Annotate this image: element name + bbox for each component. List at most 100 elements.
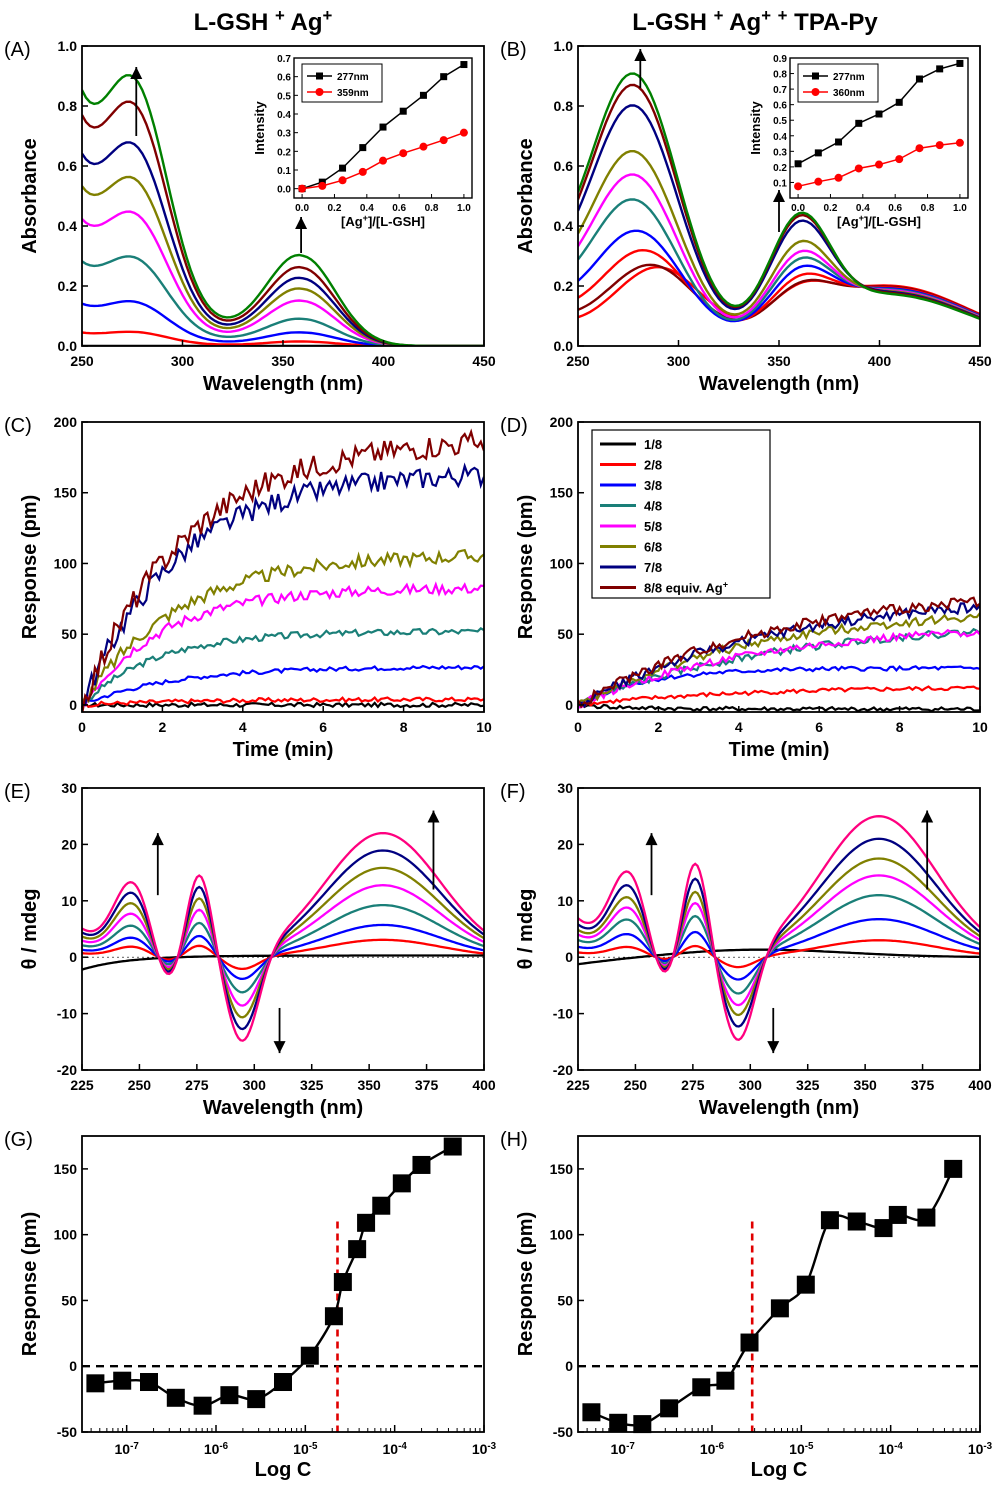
panel-h-log-concentration-chart: -50 0 50 100 150 10-7 10-6 10-5 10-4 10-3 Log C Res…: [500, 1129, 993, 1481]
inset-marker-circle: [834, 173, 843, 182]
arrow-head: [151, 833, 164, 846]
x-tick-label: 10-7: [611, 1441, 636, 1458]
inset-y-tick-label: 0.9: [773, 54, 787, 65]
data-point: [324, 1307, 343, 1326]
y-tick-label: -20: [57, 1062, 77, 1078]
response-line: [82, 695, 484, 708]
inset-y-tick-label: 0.3: [773, 147, 787, 158]
y-tick-label: 0: [69, 949, 77, 965]
x-tick-label: 250: [624, 1077, 648, 1093]
y-axis-title: θ / mdeg: [19, 889, 41, 970]
x-tick-label: 2: [159, 719, 167, 735]
y-tick-label: 10: [557, 893, 573, 909]
response-line: [82, 627, 484, 709]
x-tick-label: 250: [566, 353, 590, 369]
inset-y-tick-label: 0.8: [773, 70, 787, 81]
inset-x-tick-label: 0.2: [824, 203, 838, 214]
data-point: [220, 1386, 239, 1405]
x-tick-label: 300: [739, 1077, 763, 1093]
data-point: [113, 1371, 132, 1390]
data-point: [660, 1399, 679, 1418]
arrow-head: [634, 49, 647, 61]
inset-y-tick-label: 0.7: [773, 85, 787, 96]
panel-label: (B): [500, 39, 527, 61]
spectrum-line: [578, 72, 980, 321]
y-tick-label: 200: [550, 414, 574, 430]
inset-x-tick-label: 0.6: [888, 203, 902, 214]
x-tick-label: 300: [667, 353, 691, 369]
data-point: [847, 1212, 866, 1231]
inset-marker-circle: [439, 136, 448, 145]
response-line: [82, 548, 484, 704]
inset-marker-circle: [379, 156, 387, 165]
panel-d-response-time-chart: 0 50 100 150 200 0 2 4 6 8 10 Time (min) Response (p…: [500, 414, 988, 761]
inset-legend-box: [301, 63, 383, 103]
x-tick-label: 300: [243, 1077, 267, 1093]
x-tick-label: 10-3: [472, 1441, 497, 1458]
inset-chart: 0.1 0.2 0.3 0.4 0.5 0.6 0.7 0.8 0.9 0.0 0.2 0.4 0.6 0…: [748, 54, 969, 229]
arrow-head: [273, 1041, 286, 1054]
x-axis-title: Log C: [751, 1459, 808, 1481]
x-axis-title: Wavelength (nm): [203, 373, 363, 395]
inset-x-tick-label: 0.6: [392, 203, 406, 214]
data-point: [443, 1137, 462, 1156]
response-line: [82, 701, 484, 709]
legend-label: 7/8: [644, 560, 662, 575]
x-axis-title: Time (min): [233, 739, 334, 761]
data-point: [247, 1390, 266, 1409]
x-axis-title: Wavelength (nm): [699, 1097, 859, 1119]
arrow-head: [773, 190, 785, 202]
data-point: [333, 1273, 352, 1292]
x-tick-label: 10-6: [204, 1441, 229, 1458]
inset-legend-label: 277nm: [833, 72, 865, 83]
data-point: [300, 1346, 319, 1365]
data-point: [193, 1396, 212, 1415]
x-tick-label: 225: [566, 1077, 590, 1093]
x-tick-label: 2: [655, 719, 663, 735]
cd-spectrum-line: [578, 815, 980, 1042]
x-tick-label: 400: [968, 1077, 992, 1093]
arrow-head: [767, 1041, 780, 1054]
x-tick-label: 10-4: [383, 1441, 408, 1458]
x-tick-label: 275: [681, 1077, 705, 1093]
plot-frame: [81, 787, 485, 1071]
column-title-left: L-GSH + Ag+: [194, 6, 333, 37]
plot-frame: [81, 421, 485, 713]
y-tick-label: 150: [550, 485, 574, 501]
x-tick-label: 300: [171, 353, 195, 369]
inset-marker-circle: [794, 182, 803, 191]
y-tick-label: 100: [54, 1227, 78, 1243]
y-tick-label: 0.8: [58, 98, 78, 114]
plot-frame: [577, 787, 981, 1071]
y-tick-label: 0: [565, 697, 573, 713]
response-line: [578, 628, 980, 709]
response-line: [578, 701, 980, 712]
data-point: [140, 1373, 158, 1392]
data-point: [888, 1205, 907, 1224]
panel-f-cd-spectrum-chart: -20 -10 0 10 20 30 225 250 275 300 325 350 375 400 Wav…: [500, 780, 992, 1119]
inset-y-tick-label: 0.2: [277, 147, 291, 158]
inset-marker-circle: [915, 144, 924, 153]
data-point: [274, 1373, 292, 1392]
y-axis-title: θ / mdeg: [515, 889, 537, 970]
response-line: [82, 581, 484, 708]
inset-y-tick-label: 0.2: [773, 163, 787, 174]
inset-legend-marker: [812, 72, 819, 80]
panel-a-absorbance-chart: 0.0 0.2 0.4 0.6 0.8 1.0 250 300 350 400 450 Wavelen…: [4, 38, 496, 395]
legend-label: 5/8: [644, 519, 662, 534]
x-tick-label: 250: [70, 353, 94, 369]
y-tick-label: 30: [61, 780, 77, 796]
y-tick-label: 0: [565, 1358, 573, 1374]
data-point: [874, 1219, 893, 1238]
arrow-head: [130, 67, 143, 79]
inset-y-tick-label: 0.0: [277, 185, 291, 196]
inset-marker-circle: [318, 181, 327, 190]
spectrum-line: [82, 300, 484, 346]
y-tick-label: 0.2: [58, 278, 78, 294]
inset-x-tick-label: 1.0: [457, 203, 471, 214]
panel-label: (A): [4, 39, 31, 61]
x-tick-label: 10: [476, 719, 492, 735]
data-point: [820, 1211, 839, 1230]
inset-y-tick-label: 0.5: [277, 91, 291, 102]
plot-frame: [577, 1135, 981, 1433]
